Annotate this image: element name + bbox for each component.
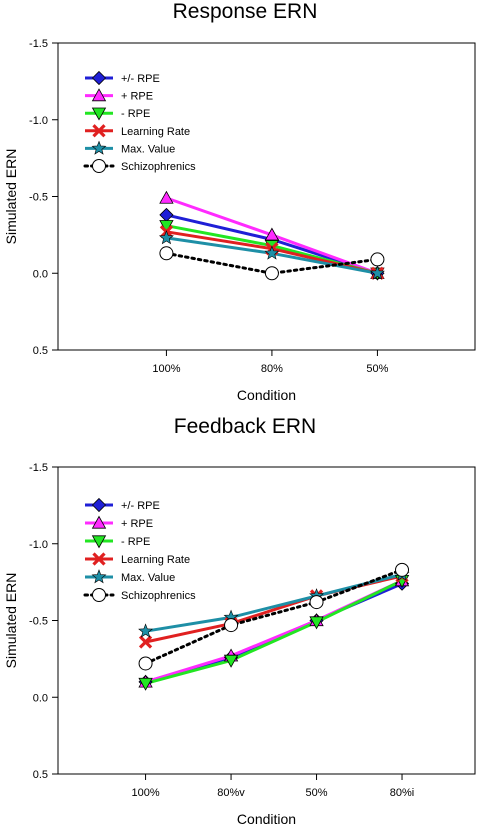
legend-label: + RPE bbox=[121, 518, 153, 530]
y-tick-label: 0.0 bbox=[33, 692, 48, 704]
legend-marker bbox=[92, 552, 106, 566]
response-ern-plot: -1.5 -1.0 -0.5 0.0 0.5 100% 80% 50% Condition Sim… bbox=[3, 38, 476, 403]
legend-label: Max. Value bbox=[121, 572, 175, 584]
legend-label: +/- RPE bbox=[121, 73, 160, 85]
x-tick-label: 80% bbox=[261, 363, 283, 375]
legend-marker bbox=[91, 569, 107, 584]
legend: +/- RPE + RPE - RPE Learning Rate Max. Value… bbox=[83, 497, 196, 602]
legend-label: Schizophrenics bbox=[121, 590, 196, 602]
legend: +/- RPE + RPE - RPE Learning Rate Max. Value… bbox=[83, 70, 196, 173]
legend-marker bbox=[91, 535, 107, 549]
data-point bbox=[159, 207, 174, 222]
series-markers bbox=[158, 230, 385, 280]
data-point bbox=[370, 252, 385, 267]
data-point bbox=[159, 246, 174, 261]
x-tick-label: 50% bbox=[366, 363, 388, 375]
y-tick-label: -0.5 bbox=[29, 616, 48, 628]
chart-title: Feedback ERN bbox=[173, 415, 317, 438]
y-tick-label: -1.5 bbox=[29, 38, 48, 50]
legend-label: - RPE bbox=[121, 536, 150, 548]
series-markers bbox=[138, 574, 410, 691]
series-line bbox=[145, 572, 403, 633]
data-point bbox=[369, 265, 385, 280]
x-axis-label: Condition bbox=[237, 387, 296, 403]
legend-label: Learning Rate bbox=[121, 554, 190, 566]
response-ern-chart: Response ERN -1.5 -1.0 -0.5 0.0 0.5 100% 80% 50… bbox=[3, 0, 476, 403]
x-axis-label: Condition bbox=[237, 811, 296, 827]
legend-marker bbox=[91, 107, 107, 121]
y-axis-label: Simulated ERN bbox=[3, 573, 19, 669]
series-markers bbox=[138, 562, 410, 671]
series-line bbox=[144, 568, 404, 665]
y-tick-label: -1.0 bbox=[29, 115, 48, 127]
data-point bbox=[138, 623, 154, 638]
feedback-ern-plot: -1.5 -1.0 -0.5 0.0 0.5 100% 80%v 50% 80%i Conditi… bbox=[3, 462, 476, 827]
legend-label: Max. Value bbox=[121, 143, 175, 155]
series-markers bbox=[159, 246, 385, 281]
data-point bbox=[264, 266, 279, 281]
legend-label: +/- RPE bbox=[121, 500, 160, 512]
data-point bbox=[138, 677, 153, 691]
legend-marker bbox=[92, 159, 106, 173]
legend-marker bbox=[91, 70, 107, 86]
legend-label: + RPE bbox=[121, 91, 153, 103]
legend-label: - RPE bbox=[121, 108, 150, 120]
legend-marker bbox=[91, 515, 107, 529]
y-tick-label: -1.5 bbox=[29, 462, 48, 474]
series-line bbox=[145, 579, 403, 685]
data-point bbox=[309, 616, 324, 630]
series-line bbox=[145, 574, 403, 644]
data-point bbox=[138, 656, 153, 671]
plot-frame bbox=[57, 42, 476, 351]
data-point bbox=[159, 190, 174, 204]
feedback-ern-chart: Feedback ERN -1.5 -1.0 -0.5 0.0 0.5 100% 80%v 5… bbox=[0, 415, 490, 829]
x-tick-label: 100% bbox=[152, 363, 180, 375]
legend-marker bbox=[91, 497, 107, 513]
y-tick-label: -1.0 bbox=[29, 539, 48, 551]
data-point bbox=[224, 618, 239, 633]
y-tick-label: 0.0 bbox=[33, 268, 48, 280]
legend-marker bbox=[91, 88, 107, 102]
y-tick-label: 0.5 bbox=[33, 769, 48, 781]
legend-label: Schizophrenics bbox=[121, 161, 196, 173]
legend-marker bbox=[92, 588, 106, 602]
y-tick-label: 0.5 bbox=[33, 345, 48, 357]
y-tick-label: -0.5 bbox=[29, 192, 48, 204]
data-point bbox=[158, 230, 174, 245]
x-tick-label: 80%v bbox=[217, 787, 245, 799]
chart-title: Response ERN bbox=[172, 0, 318, 23]
legend-label: Learning Rate bbox=[121, 126, 190, 138]
x-tick-label: 80%i bbox=[390, 787, 414, 799]
legend-marker bbox=[92, 124, 106, 138]
x-tick-label: 50% bbox=[306, 787, 328, 799]
legend-marker bbox=[91, 140, 107, 155]
y-axis-label: Simulated ERN bbox=[3, 149, 19, 245]
data-point bbox=[223, 654, 239, 668]
data-point bbox=[264, 245, 280, 260]
x-tick-label: 100% bbox=[131, 787, 159, 799]
data-point bbox=[138, 635, 153, 649]
data-point bbox=[309, 595, 324, 610]
plot-frame bbox=[57, 466, 476, 775]
data-point bbox=[395, 562, 410, 577]
